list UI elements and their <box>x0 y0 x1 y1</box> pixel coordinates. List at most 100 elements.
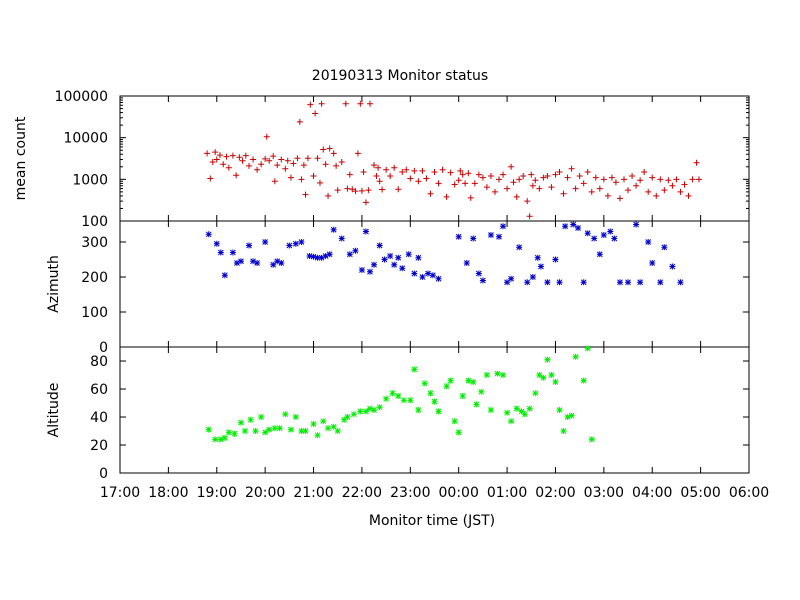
data-point <box>262 239 269 245</box>
y-tick-label: 10000 <box>63 131 108 147</box>
data-point <box>681 181 688 188</box>
data-point <box>250 156 257 163</box>
series-altitude <box>205 345 595 443</box>
data-point <box>568 412 575 419</box>
data-point <box>470 379 477 385</box>
data-point <box>633 221 640 228</box>
data-point <box>528 171 535 178</box>
data-point <box>411 270 418 277</box>
y-tick-label: 60 <box>90 382 108 398</box>
data-point <box>425 270 432 277</box>
data-point <box>508 163 515 170</box>
data-point <box>494 370 501 377</box>
data-point <box>292 414 299 420</box>
data-point <box>314 254 321 261</box>
data-point <box>403 166 410 173</box>
data-point <box>487 173 494 180</box>
data-point <box>560 190 567 197</box>
data-point <box>307 101 314 108</box>
data-point <box>570 221 577 228</box>
data-point <box>600 176 607 183</box>
data-point <box>213 240 220 247</box>
data-point <box>673 176 680 183</box>
x-tick-label: 21:00 <box>293 485 333 501</box>
data-point <box>326 145 333 152</box>
data-point <box>346 171 353 178</box>
data-point <box>379 186 386 193</box>
data-point <box>580 377 587 384</box>
data-point <box>250 258 257 265</box>
data-point <box>657 279 664 286</box>
data-point <box>241 428 248 434</box>
data-point <box>387 173 394 180</box>
x-tick-label: 20:00 <box>245 485 285 501</box>
x-tick-label: 18:00 <box>148 485 188 501</box>
data-point <box>657 176 664 183</box>
data-point <box>326 251 333 258</box>
data-point <box>534 254 541 261</box>
data-point <box>415 407 422 413</box>
data-point <box>223 153 230 160</box>
data-point <box>616 195 623 202</box>
data-point <box>411 366 418 373</box>
data-point <box>330 226 337 233</box>
data-point <box>405 251 412 258</box>
data-point <box>310 253 317 260</box>
data-point <box>616 279 623 286</box>
data-point <box>254 166 261 173</box>
data-point <box>641 168 648 175</box>
data-point <box>529 182 536 189</box>
data-point <box>365 187 372 194</box>
data-point <box>564 414 571 420</box>
data-point <box>357 100 364 107</box>
data-point <box>607 228 614 235</box>
data-point <box>516 176 523 183</box>
data-point <box>221 272 228 279</box>
data-point <box>298 428 305 434</box>
data-point <box>483 372 490 378</box>
data-point <box>529 274 536 280</box>
data-point <box>524 279 531 286</box>
data-point <box>526 405 533 412</box>
data-point <box>588 188 595 195</box>
data-point <box>411 167 418 174</box>
data-point <box>204 150 211 157</box>
data-point <box>600 232 607 238</box>
panel-azimuth: 0 100 200 300 Azimuth <box>46 220 750 356</box>
data-point <box>560 428 567 434</box>
data-point <box>381 256 388 263</box>
data-point <box>360 168 367 175</box>
data-point <box>457 167 464 174</box>
data-point <box>496 176 503 183</box>
data-point <box>596 251 603 258</box>
data-point <box>427 190 434 197</box>
data-point <box>427 390 434 397</box>
data-point <box>537 263 544 270</box>
x-tick-label: 04:00 <box>632 485 672 501</box>
data-point <box>284 157 291 164</box>
data-point <box>271 425 278 432</box>
data-point <box>231 430 238 437</box>
data-point <box>318 100 325 107</box>
data-point <box>467 194 474 201</box>
data-point <box>371 261 378 268</box>
data-point <box>217 436 224 443</box>
data-point <box>677 188 684 195</box>
data-point <box>556 279 563 286</box>
data-point <box>588 436 595 443</box>
data-point <box>316 179 323 186</box>
data-point <box>296 118 303 125</box>
data-point <box>633 182 640 189</box>
data-point <box>611 235 618 242</box>
data-point <box>443 383 450 390</box>
data-point <box>532 177 539 184</box>
data-point <box>217 249 224 256</box>
data-point <box>344 185 351 192</box>
data-point <box>435 408 442 415</box>
data-point <box>568 165 575 172</box>
data-point <box>358 267 365 273</box>
data-point <box>344 414 351 420</box>
data-point <box>246 162 253 169</box>
data-point <box>478 388 485 395</box>
